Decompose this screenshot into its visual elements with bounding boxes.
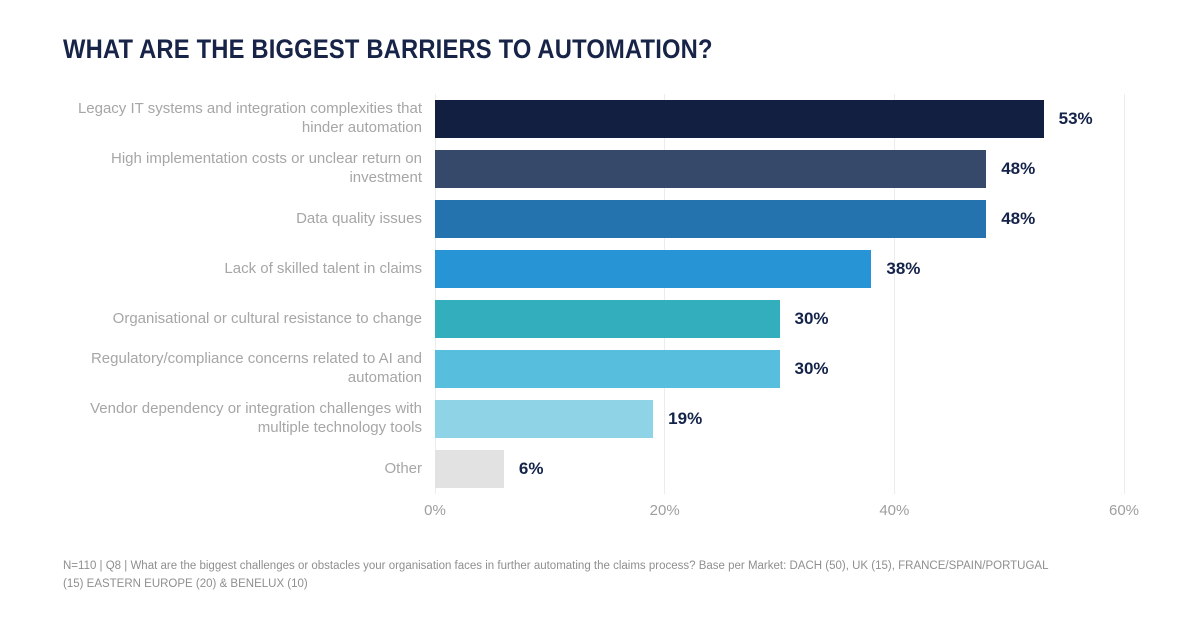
plot-column: 53% 48% 48% 38% 30% 30% 19% 6% 0% 20% 40% 60% <box>424 94 1139 524</box>
bar <box>435 100 1044 138</box>
category-label: Data quality issues <box>296 209 422 227</box>
footnote-line-1: N=110 | Q8 | What are the biggest challe… <box>63 560 1049 572</box>
category-labels-column: Legacy IT systems and integration comple… <box>63 94 435 524</box>
chart-title: WHAT ARE THE BIGGEST BARRIERS TO AUTOMAT… <box>63 34 713 64</box>
footnote-line-2: (15) EASTERN EUROPE (20) & BENELUX (10) <box>63 578 308 590</box>
bar-row: 30% <box>435 344 1124 394</box>
bar-value-label: 19% <box>668 409 703 428</box>
bar-chart: Legacy IT systems and integration comple… <box>63 94 1139 524</box>
bar-row: 19% <box>435 394 1124 444</box>
bar <box>435 150 987 188</box>
bar <box>435 450 504 488</box>
x-tick-label: 0% <box>424 502 446 519</box>
x-tick-label: 20% <box>649 502 680 519</box>
bar-row: 30% <box>435 294 1124 344</box>
category-label: High implementation costs or unclear ret… <box>111 150 422 186</box>
bar-row: 48% <box>435 144 1124 194</box>
bar-row: 53% <box>435 94 1124 144</box>
bar-value-label: 48% <box>1001 209 1036 228</box>
category-label: Legacy IT systems and integration comple… <box>77 100 422 136</box>
bar-value-label: 30% <box>794 309 829 328</box>
bar <box>435 250 872 288</box>
bar-value-label: 6% <box>518 459 544 478</box>
x-axis: 0% 20% 40% 60% <box>424 494 1139 524</box>
bar <box>435 350 780 388</box>
footnote: N=110 | Q8 | What are the biggest challe… <box>63 557 1113 593</box>
bar <box>435 400 654 438</box>
bar-row: 48% <box>435 194 1124 244</box>
category-label: Regulatory/compliance concerns related t… <box>90 350 422 386</box>
bar-row: 6% <box>435 444 1124 494</box>
category-label: Organisational or cultural resistance to… <box>112 309 422 327</box>
plot-area: 53% 48% 48% 38% 30% 30% 19% 6% <box>434 94 1125 494</box>
bar-value-label: 30% <box>794 359 829 378</box>
category-label: Other <box>384 459 422 477</box>
category-label: Lack of skilled talent in claims <box>224 259 422 277</box>
x-tick-label: 40% <box>879 502 910 519</box>
bar-value-label: 38% <box>886 259 921 278</box>
bar <box>435 300 780 338</box>
x-tick-label: 60% <box>1108 502 1140 519</box>
bar-value-label: 53% <box>1058 109 1093 128</box>
bar-row: 38% <box>435 244 1124 294</box>
bar <box>435 200 987 238</box>
category-label: Vendor dependency or integration challen… <box>90 400 422 436</box>
bar-value-label: 48% <box>1001 159 1036 178</box>
